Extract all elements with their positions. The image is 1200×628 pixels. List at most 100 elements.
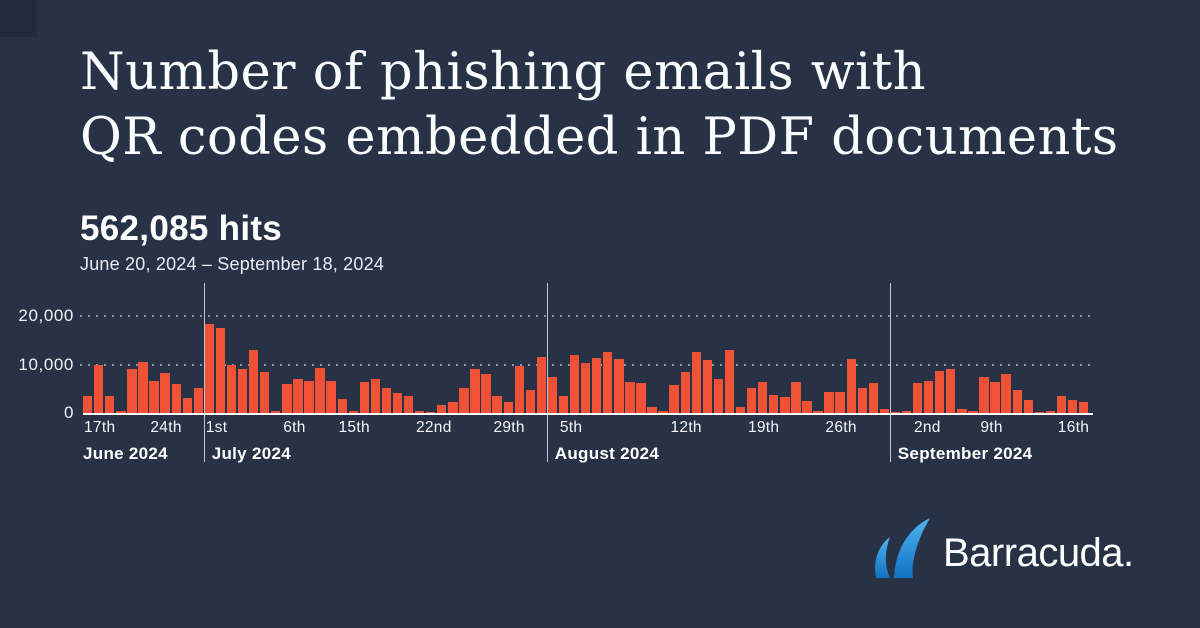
bar <box>890 411 901 413</box>
bar <box>1023 400 1033 413</box>
bar <box>536 357 547 413</box>
bar <box>459 388 469 413</box>
bar <box>791 381 801 413</box>
bar <box>625 381 635 413</box>
bar <box>857 387 867 413</box>
bar <box>403 396 414 413</box>
bar <box>957 409 967 413</box>
bar <box>580 362 591 413</box>
x-tick-label: 5th <box>559 419 583 436</box>
bar <box>802 400 812 413</box>
bar <box>237 369 248 413</box>
bar <box>260 371 270 413</box>
bar <box>481 373 491 413</box>
month-label: July 2024 <box>211 444 291 463</box>
bar <box>824 391 834 413</box>
bar <box>348 411 358 413</box>
bar <box>603 352 613 413</box>
bar <box>492 396 502 413</box>
x-tick-label: 2nd <box>913 419 941 436</box>
bar <box>204 324 215 413</box>
bar <box>426 411 436 413</box>
bar <box>912 382 923 413</box>
bar <box>1045 411 1056 413</box>
bar <box>1001 373 1011 413</box>
bar <box>558 396 569 413</box>
barracuda-logo: Barracuda. <box>872 518 1134 578</box>
x-tick-label: 12th <box>670 419 702 436</box>
bar <box>946 368 956 413</box>
bar <box>1012 389 1022 413</box>
bar <box>1034 411 1045 413</box>
x-tick-label: 29th <box>493 419 525 436</box>
x-axis-baseline <box>83 413 1093 415</box>
bar <box>437 405 447 413</box>
month-label: August 2024 <box>554 444 660 463</box>
bar <box>1078 402 1089 413</box>
bar <box>1067 400 1078 413</box>
y-tick-label: 10,000 <box>18 354 74 374</box>
bar <box>846 358 856 413</box>
bar <box>525 389 535 413</box>
bar <box>658 410 668 413</box>
bar <box>271 410 281 413</box>
bar-chart-plot-area: 17th 24th 1st 6th 15th 22nd 29th 5th 12th 19th 26t… <box>80 283 1094 463</box>
bar <box>381 387 392 413</box>
bar <box>105 396 115 413</box>
bar <box>315 367 325 413</box>
month-divider <box>546 283 548 462</box>
total-hits: 562,085 hits <box>80 209 283 248</box>
x-tick-label: 16th <box>1057 419 1090 436</box>
bar <box>293 378 303 413</box>
bar <box>735 406 746 413</box>
bar <box>514 365 524 413</box>
bar <box>448 402 458 413</box>
corner-accent <box>0 0 37 37</box>
bar <box>569 355 580 413</box>
bar <box>370 378 381 413</box>
x-tick-label: 17th <box>84 419 116 436</box>
bar <box>691 352 701 413</box>
page-title: Number of phishing emails with QR codes e… <box>80 40 1119 170</box>
bar <box>647 406 657 413</box>
month-label: September 2024 <box>897 444 1033 463</box>
bar <box>160 373 170 413</box>
y-tick-label: 0 <box>63 403 74 422</box>
bar <box>226 364 237 413</box>
x-tick-label: 22nd <box>415 419 452 436</box>
bar <box>138 362 148 413</box>
bar <box>171 384 181 413</box>
barracuda-wordmark: Barracuda. <box>943 531 1134 575</box>
bar <box>680 372 690 413</box>
bar <box>304 380 314 413</box>
bar <box>282 384 292 413</box>
x-tick-label: 24th <box>150 419 182 436</box>
month-divider <box>889 283 891 462</box>
x-tick-label: 15th <box>338 419 370 436</box>
barracuda-fins-icon <box>875 518 930 578</box>
bar <box>968 411 978 413</box>
gridline-20000 <box>80 315 1094 317</box>
x-tick-label: 6th <box>283 419 306 436</box>
bar <box>503 402 513 413</box>
bar <box>935 371 945 413</box>
y-axis-labels: 20,000 10,000 0 <box>0 283 74 422</box>
bar <box>547 377 558 413</box>
bar <box>127 369 137 413</box>
bar <box>636 383 646 413</box>
bar <box>758 381 768 413</box>
bar <box>149 381 159 413</box>
bar <box>94 365 104 413</box>
bar <box>979 377 989 413</box>
title-line-1: Number of phishing emails with <box>80 43 927 102</box>
x-tick-label: 1st <box>205 419 228 436</box>
bar <box>769 394 779 413</box>
bar <box>901 410 912 413</box>
bar <box>1056 396 1067 413</box>
bar <box>326 381 336 413</box>
bar <box>780 396 790 413</box>
bar <box>713 378 724 413</box>
x-tick-label: 19th <box>747 419 780 436</box>
bar <box>193 387 204 413</box>
